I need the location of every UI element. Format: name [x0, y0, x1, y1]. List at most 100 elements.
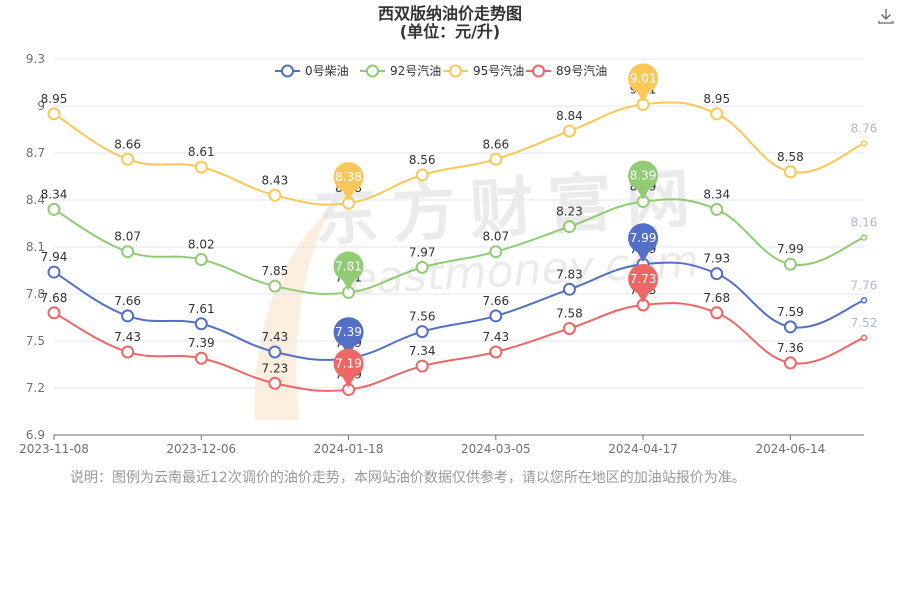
- data-point: [121, 345, 135, 359]
- mark-pin-max: 7.99: [628, 223, 659, 263]
- data-point: [268, 188, 282, 202]
- data-point: [194, 351, 208, 365]
- data-label: 8.34: [703, 187, 730, 201]
- y-tick-label: 7.8: [26, 287, 45, 301]
- mark-pin-head: [333, 251, 364, 282]
- mark-pin-min: 7.81: [333, 251, 364, 291]
- data-point: [121, 245, 135, 259]
- data-point: [268, 345, 282, 359]
- mark-pin-label: 7.19: [335, 357, 362, 371]
- data-label: 7.66: [114, 294, 141, 308]
- data-label: 8.56: [409, 153, 436, 167]
- data-point: [489, 345, 503, 359]
- mark-pin-min: 8.38: [333, 162, 364, 202]
- legend-item-0[interactable]: 0号柴油: [275, 64, 349, 78]
- y-tick-label: 9.3: [26, 52, 45, 66]
- mark-pin-label: 7.81: [335, 259, 362, 273]
- data-label: 8.76: [851, 122, 878, 136]
- mark-pin-min: 7.19: [333, 348, 364, 388]
- x-tick-label: 2023-12-06: [166, 442, 236, 456]
- data-point: [268, 279, 282, 293]
- legend-marker: [532, 64, 545, 78]
- data-point: [47, 202, 61, 216]
- data-label: 8.16: [851, 216, 878, 230]
- legend-marker: [366, 64, 379, 78]
- data-point: [860, 234, 868, 241]
- data-label: 7.83: [556, 267, 583, 281]
- data-label: 7.39: [188, 336, 215, 350]
- data-label: 8.07: [114, 230, 141, 244]
- mark-pin-head: [333, 162, 364, 193]
- data-label: 8.95: [41, 92, 68, 106]
- data-point: [783, 165, 797, 179]
- mark-pin-label: 8.38: [335, 170, 362, 184]
- legend-item-2[interactable]: 95号汽油: [443, 63, 524, 78]
- y-tick-label: 8.7: [26, 146, 45, 160]
- data-label: 7.76: [851, 278, 878, 292]
- data-label: 7.66: [482, 294, 509, 308]
- series-line: [53, 261, 865, 361]
- data-point: [710, 306, 724, 320]
- data-point: [562, 220, 576, 234]
- mark-pin-max: 7.73: [628, 263, 659, 303]
- data-point: [415, 325, 429, 339]
- data-label: 7.68: [41, 291, 68, 305]
- data-label: 7.43: [482, 330, 509, 344]
- data-point: [489, 245, 503, 259]
- download-button[interactable]: [876, 6, 896, 26]
- data-label: 7.56: [409, 310, 436, 324]
- data-point: [194, 160, 208, 174]
- data-point: [415, 168, 429, 182]
- y-tick-label: 8.1: [26, 240, 45, 254]
- data-point: [710, 202, 724, 216]
- download-icon: [878, 9, 894, 24]
- data-label: 7.99: [777, 242, 804, 256]
- axes: 6.9 7.2 7.5 7.8 8.1 8.4 8.7 9 9.3 2023-11-08 2023-…: [19, 52, 864, 456]
- data-point: [562, 124, 576, 138]
- data-label: 8.66: [114, 137, 141, 151]
- data-point: [121, 152, 135, 166]
- data-point: [710, 267, 724, 281]
- data-label: 7.68: [703, 291, 730, 305]
- data-label: 7.85: [262, 264, 289, 278]
- mark-pin-head: [333, 348, 364, 379]
- mark-pin-head: [628, 63, 659, 94]
- series-line: [53, 101, 865, 206]
- mark-pin-label: 7.39: [335, 325, 362, 339]
- data-label: 7.23: [262, 361, 289, 375]
- data-label: 8.95: [703, 92, 730, 106]
- mark-pin-label: 9.01: [630, 71, 657, 85]
- data-label: 8.23: [556, 205, 583, 219]
- mark-pin-head: [333, 317, 364, 348]
- watermark-logo: [254, 210, 330, 420]
- data-label: 7.94: [41, 250, 68, 264]
- legend-item-3[interactable]: 89号汽油: [526, 63, 607, 78]
- legend-item-1[interactable]: 92号汽油: [360, 63, 441, 78]
- data-label: 8.02: [188, 238, 215, 252]
- legend-marker: [281, 64, 294, 78]
- x-tick-label: 2024-04-17: [608, 442, 678, 456]
- series-line: [53, 198, 865, 295]
- mark-pin-head: [628, 223, 659, 254]
- data-label: 7.43: [114, 330, 141, 344]
- mark-pin-max: 8.39: [628, 160, 659, 200]
- mark-pin-label: 8.39: [630, 169, 657, 183]
- mark-pin-head: [628, 263, 659, 294]
- data-point: [783, 320, 797, 334]
- legend-label: 0号柴油: [305, 64, 349, 78]
- y-tick-label: 6.9: [26, 428, 45, 442]
- data-point: [489, 152, 503, 166]
- chart-title: 西双版纳油价走势图: [377, 4, 522, 23]
- data-point: [710, 107, 724, 121]
- data-point: [47, 265, 61, 279]
- x-tick-label: 2024-01-18: [314, 442, 384, 456]
- y-tick-label: 9: [37, 99, 45, 113]
- data-point: [489, 309, 503, 323]
- data-label: 7.52: [851, 316, 878, 330]
- legend-marker: [449, 64, 462, 78]
- data-point: [562, 282, 576, 296]
- data-label: 8.84: [556, 109, 583, 123]
- mark-pin-label: 7.99: [630, 231, 657, 245]
- chart-note: 说明：图例为云南最近12次调价的油价走势，本网站油价数据仅供参考，请以您所在地区…: [70, 470, 746, 486]
